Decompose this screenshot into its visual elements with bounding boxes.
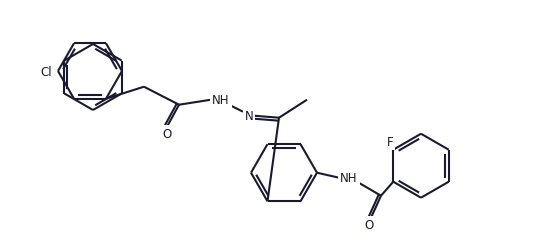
Text: Cl: Cl [40, 65, 52, 78]
Text: NH: NH [212, 94, 230, 107]
Text: NH: NH [340, 172, 358, 184]
Text: O: O [364, 218, 373, 231]
Text: F: F [387, 136, 394, 149]
Text: O: O [162, 128, 172, 141]
Text: N: N [245, 110, 253, 123]
